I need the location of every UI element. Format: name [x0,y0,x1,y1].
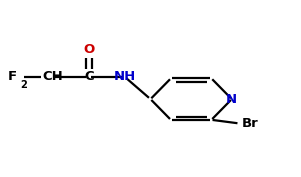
Text: Br: Br [241,117,258,130]
Text: C: C [84,70,94,84]
Text: N: N [226,93,237,106]
Text: CH: CH [42,70,63,84]
Text: NH: NH [114,70,136,84]
Text: F: F [8,70,17,84]
Text: 2: 2 [20,80,27,90]
Text: O: O [83,43,95,56]
